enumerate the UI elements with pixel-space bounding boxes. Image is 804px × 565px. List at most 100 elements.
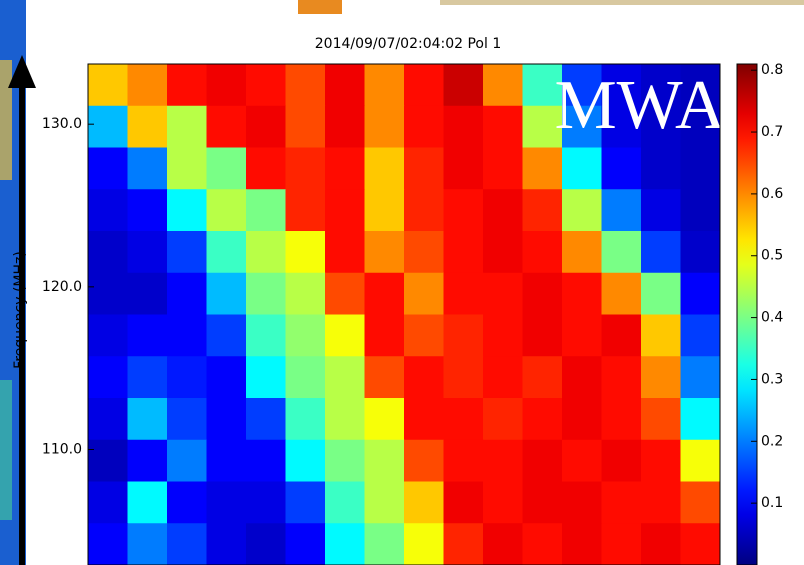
- heatmap-cell: [483, 189, 523, 231]
- y-tick-label: 120.0: [42, 279, 82, 295]
- heatmap-cell: [325, 440, 365, 482]
- heatmap-cell: [681, 231, 721, 273]
- heatmap-cell: [286, 482, 326, 524]
- heatmap-cell: [88, 106, 128, 148]
- screenshot: 2014/09/07/02:04:02 Pol 1 Frequency (MHz…: [0, 0, 804, 565]
- heatmap-cell: [207, 315, 247, 357]
- y-tick-label: 130.0: [42, 116, 82, 132]
- watermark: MWA: [554, 67, 726, 144]
- heatmap-cell: [483, 482, 523, 524]
- heatmap-cell: [641, 273, 681, 315]
- heatmap-cell: [325, 315, 365, 357]
- heatmap-cell: [444, 189, 484, 231]
- heatmap-cell: [681, 315, 721, 357]
- heatmap-cell: [562, 231, 602, 273]
- heatmap-cell: [483, 356, 523, 398]
- heatmap-cell: [404, 315, 444, 357]
- heatmap-cell: [325, 64, 365, 106]
- heatmap-cell: [523, 273, 563, 315]
- heatmap-cell: [167, 148, 207, 190]
- heatmap-cell: [681, 356, 721, 398]
- heatmap-cell: [207, 148, 247, 190]
- heatmap-cell: [404, 189, 444, 231]
- heatmap-cell: [207, 231, 247, 273]
- heatmap-cell: [681, 440, 721, 482]
- heatmap-cell: [88, 523, 128, 565]
- colorbar-tick-label: 0.5: [761, 248, 783, 264]
- heatmap-cell: [128, 189, 168, 231]
- heatmap-cell: [483, 523, 523, 565]
- heatmap-cell: [88, 356, 128, 398]
- heatmap-cell: [325, 106, 365, 148]
- heatmap-cell: [128, 440, 168, 482]
- heatmap-cell: [641, 189, 681, 231]
- heatmap-cell: [167, 315, 207, 357]
- heatmap-cell: [286, 64, 326, 106]
- heatmap-cell: [286, 440, 326, 482]
- heatmap-cell: [602, 148, 642, 190]
- heatmap-cell: [246, 482, 286, 524]
- top-image: [298, 0, 342, 14]
- heatmap-cell: [681, 273, 721, 315]
- heatmap-cell: [444, 106, 484, 148]
- heatmap-cell: [128, 64, 168, 106]
- heatmap-cell: [325, 482, 365, 524]
- heatmap-cell: [404, 356, 444, 398]
- heatmap-cell: [167, 189, 207, 231]
- heatmap-cell: [365, 231, 405, 273]
- heatmap-cell: [523, 231, 563, 273]
- heatmap-cell: [246, 523, 286, 565]
- heatmap-cell: [523, 440, 563, 482]
- heatmap-cell: [483, 315, 523, 357]
- heatmap-cell: [167, 106, 207, 148]
- heatmap-cell: [167, 398, 207, 440]
- heatmap-cell: [325, 273, 365, 315]
- heatmap-cell: [681, 398, 721, 440]
- heatmap-cell: [444, 356, 484, 398]
- heatmap-cell: [325, 231, 365, 273]
- heatmap-cell: [602, 315, 642, 357]
- heatmap-cell: [246, 106, 286, 148]
- heatmap-cell: [523, 482, 563, 524]
- heatmap-cell: [88, 64, 128, 106]
- heatmap-cell: [483, 106, 523, 148]
- colorbar-tick-label: 0.1: [761, 495, 783, 511]
- heatmap-cell: [602, 356, 642, 398]
- heatmap-cell: [681, 189, 721, 231]
- heatmap-cell: [444, 273, 484, 315]
- heatmap-cell: [404, 398, 444, 440]
- heatmap-cell: [207, 189, 247, 231]
- heatmap-cell: [602, 523, 642, 565]
- heatmap-cell: [562, 189, 602, 231]
- heatmap-cell: [523, 148, 563, 190]
- heatmap-cell: [523, 398, 563, 440]
- heatmap-cell: [602, 440, 642, 482]
- heatmap-cell: [404, 106, 444, 148]
- heatmap-cell: [641, 148, 681, 190]
- heatmap-cell: [246, 64, 286, 106]
- heatmap-cell: [444, 398, 484, 440]
- heatmap-cell: [167, 440, 207, 482]
- heatmap-cell: [88, 189, 128, 231]
- heatmap-cell: [523, 356, 563, 398]
- heatmap-cell: [562, 398, 602, 440]
- heatmap-cell: [207, 398, 247, 440]
- heatmap-cell: [286, 398, 326, 440]
- heatmap-cell: [88, 148, 128, 190]
- heatmap-cell: [523, 189, 563, 231]
- heatmap-cell: [167, 273, 207, 315]
- heatmap-cell: [365, 148, 405, 190]
- heatmap-cell: [207, 273, 247, 315]
- heatmap-cell: [128, 356, 168, 398]
- heatmap-cell: [207, 64, 247, 106]
- heatmap-cell: [246, 440, 286, 482]
- heatmap-cell: [325, 523, 365, 565]
- heatmap-cell: [286, 315, 326, 357]
- heatmap-cell: [562, 273, 602, 315]
- heatmap-cell: [641, 231, 681, 273]
- heatmap-cell: [365, 64, 405, 106]
- heatmap-cell: [207, 356, 247, 398]
- y-tick-label: 110.0: [42, 442, 82, 458]
- heatmap-cell: [404, 148, 444, 190]
- heatmap-cell: [365, 398, 405, 440]
